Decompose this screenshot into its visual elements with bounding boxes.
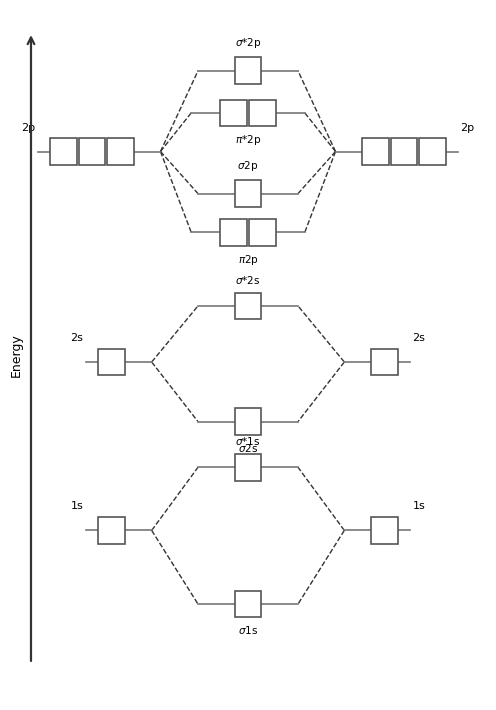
Text: $\sigma$1s: $\sigma$1s [238, 624, 258, 636]
Bar [235, 180, 261, 207]
Bar [235, 58, 261, 84]
Bar [248, 99, 276, 126]
Text: 2s: 2s [413, 333, 426, 343]
Text: Energy: Energy [10, 333, 23, 377]
Text: $\sigma$*1s: $\sigma$*1s [235, 435, 261, 447]
Bar [235, 454, 261, 481]
Text: 2p: 2p [21, 123, 36, 133]
Text: $\sigma$*2s: $\sigma$*2s [235, 273, 261, 285]
Bar [107, 138, 133, 165]
Bar [50, 138, 77, 165]
Text: $\sigma$*2p: $\sigma$*2p [235, 36, 261, 50]
Text: $\pi$2p: $\pi$2p [238, 253, 258, 266]
Bar [371, 349, 398, 376]
Text: $\pi$*2p: $\pi$*2p [235, 133, 261, 147]
Bar [363, 138, 389, 165]
Bar [371, 517, 398, 544]
Bar [220, 219, 248, 246]
Text: 2s: 2s [70, 333, 83, 343]
Text: 2p: 2p [460, 123, 475, 133]
Bar [235, 293, 261, 320]
Text: 1s: 1s [413, 501, 426, 511]
Bar [78, 138, 105, 165]
Bar [98, 517, 125, 544]
Bar [419, 138, 446, 165]
Bar [235, 591, 261, 618]
Bar [248, 219, 276, 246]
Bar [391, 138, 418, 165]
Bar [235, 408, 261, 435]
Text: 1s: 1s [70, 501, 83, 511]
Text: $\sigma$2p: $\sigma$2p [238, 159, 258, 173]
Text: $\sigma$2s: $\sigma$2s [238, 442, 258, 454]
Bar [220, 99, 248, 126]
Bar [98, 349, 125, 376]
